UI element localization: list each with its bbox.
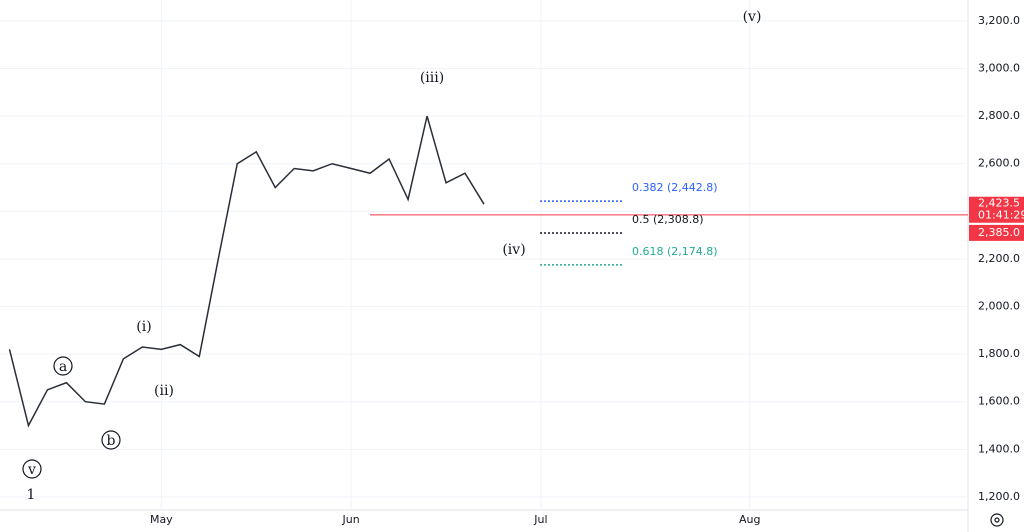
y-tick-label: 1,800.0 (978, 347, 1020, 360)
settings-icon[interactable] (990, 513, 1004, 527)
last-price-label: 2,423.5 (978, 197, 1020, 210)
y-tick-label: 3,000.0 (978, 62, 1020, 75)
fib-label: 0.382 (2,442.8) (632, 181, 718, 194)
wave-circle (22, 459, 42, 479)
level-price-label: 2,385.0 (978, 226, 1020, 239)
wave-label: (ii) (154, 383, 174, 399)
y-tick-label: 2,200.0 (978, 252, 1020, 265)
level-price-box (969, 224, 1024, 241)
wave-circle (53, 356, 73, 376)
fib-label: 0.618 (2,174.8) (632, 245, 718, 258)
x-tick-label: Jun (342, 513, 360, 526)
wave-circle (101, 430, 121, 450)
wave-label: (iii) (420, 70, 444, 86)
wave-label: v (27, 462, 36, 478)
wave-label: 1 (27, 487, 36, 503)
x-tick-label: May (150, 513, 173, 526)
countdown-label: 01:41:29 (978, 209, 1024, 222)
x-tick-label: Aug (739, 513, 760, 526)
last-price-box (969, 196, 1024, 223)
y-tick-label: 2,800.0 (978, 109, 1020, 122)
y-tick-label: 1,600.0 (978, 395, 1020, 408)
y-tick-label: 1,400.0 (978, 442, 1020, 455)
y-tick-label: 3,200.0 (978, 14, 1020, 27)
price-line (8, 115, 485, 428)
wave-label: (iv) (502, 242, 525, 258)
y-tick-label: 1,200.0 (978, 490, 1020, 503)
wave-label: a (59, 359, 67, 375)
wave-label: (i) (136, 319, 151, 335)
wave-label: (v) (743, 9, 762, 25)
y-tick-label: 2,600.0 (978, 157, 1020, 170)
y-tick-label: 2,000.0 (978, 300, 1020, 313)
wave-label: b (107, 433, 116, 449)
x-tick-label: Jul (533, 513, 547, 526)
fib-label: 0.5 (2,308.8) (632, 213, 704, 226)
